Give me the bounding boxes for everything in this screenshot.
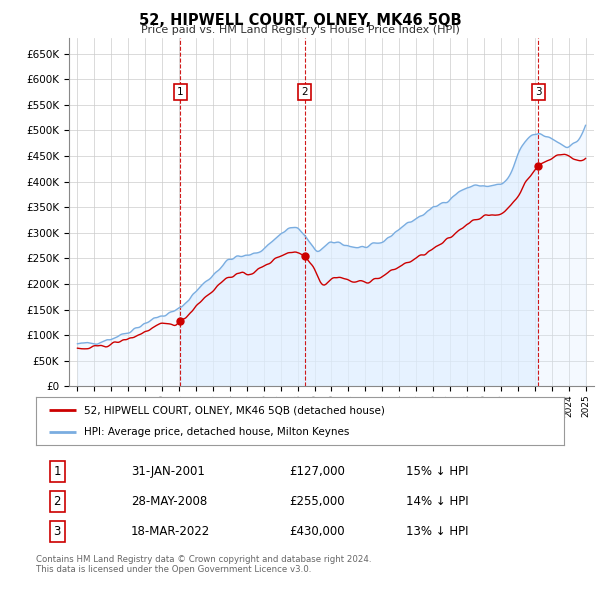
Text: 1: 1 xyxy=(177,87,184,97)
Text: 28-MAY-2008: 28-MAY-2008 xyxy=(131,495,207,508)
Text: 52, HIPWELL COURT, OLNEY, MK46 5QB: 52, HIPWELL COURT, OLNEY, MK46 5QB xyxy=(139,13,461,28)
Text: Price paid vs. HM Land Registry's House Price Index (HPI): Price paid vs. HM Land Registry's House … xyxy=(140,25,460,35)
Text: 2: 2 xyxy=(301,87,308,97)
Text: 3: 3 xyxy=(53,525,61,538)
Text: HPI: Average price, detached house, Milton Keynes: HPI: Average price, detached house, Milt… xyxy=(83,427,349,437)
Text: 14% ↓ HPI: 14% ↓ HPI xyxy=(406,495,468,508)
Text: 31-JAN-2001: 31-JAN-2001 xyxy=(131,465,205,478)
Text: 13% ↓ HPI: 13% ↓ HPI xyxy=(406,525,468,538)
Text: £430,000: £430,000 xyxy=(289,525,345,538)
Text: 1: 1 xyxy=(53,465,61,478)
Text: 15% ↓ HPI: 15% ↓ HPI xyxy=(406,465,468,478)
Text: Contains HM Land Registry data © Crown copyright and database right 2024.
This d: Contains HM Land Registry data © Crown c… xyxy=(36,555,371,574)
Text: 2: 2 xyxy=(53,495,61,508)
Text: £127,000: £127,000 xyxy=(289,465,346,478)
Text: 18-MAR-2022: 18-MAR-2022 xyxy=(131,525,210,538)
Text: £255,000: £255,000 xyxy=(289,495,345,508)
Text: 52, HIPWELL COURT, OLNEY, MK46 5QB (detached house): 52, HIPWELL COURT, OLNEY, MK46 5QB (deta… xyxy=(83,405,385,415)
Text: 3: 3 xyxy=(535,87,542,97)
